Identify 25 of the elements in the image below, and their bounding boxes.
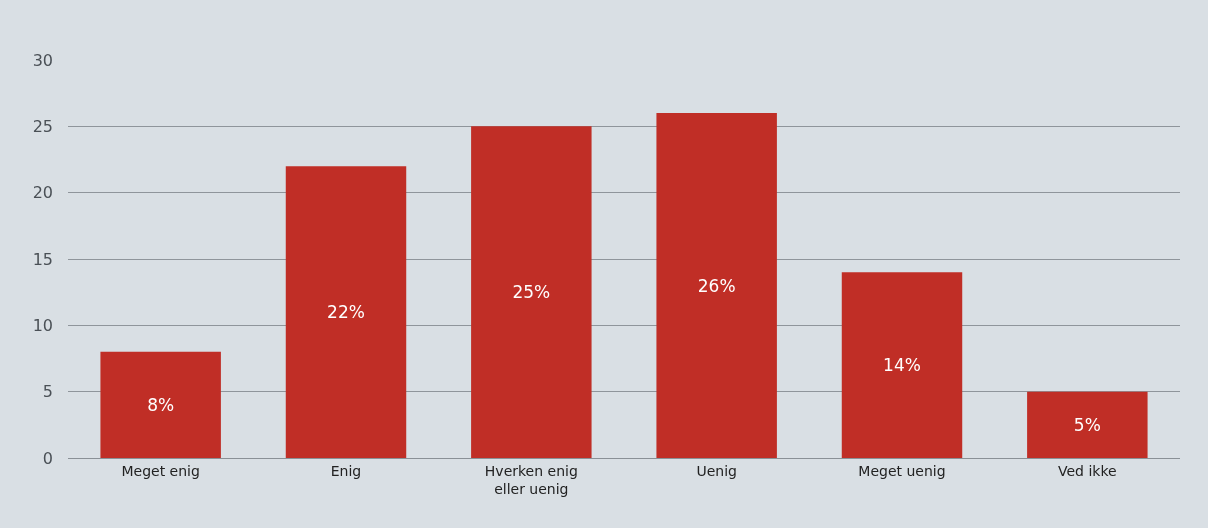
y-tick-label: 25: [32, 116, 53, 136]
bar: [100, 351, 221, 458]
bar: [841, 272, 963, 458]
data-label: 25%: [512, 282, 551, 303]
data-label: 22%: [327, 302, 365, 323]
bar: [471, 126, 592, 458]
data-label: 26%: [697, 275, 736, 296]
x-tick-label: Ved ikke: [1057, 462, 1117, 479]
bar: [656, 113, 777, 458]
x-tick-label: Enig: [330, 462, 362, 479]
bar: [1027, 391, 1148, 458]
y-tick-label: 15: [32, 249, 53, 269]
y-tick-label: 5: [42, 382, 53, 402]
y-tick-label: 10: [32, 315, 53, 335]
y-tick-label: 30: [32, 50, 53, 70]
x-tick-label: Meget uenig: [858, 462, 946, 479]
x-tick-label: Meget enig: [121, 462, 200, 479]
bar: [285, 166, 407, 458]
data-label: 5%: [1073, 414, 1101, 435]
x-tick-label: Uenig: [696, 462, 737, 479]
y-tick-label: 20: [32, 183, 53, 203]
data-label: 8%: [147, 394, 175, 415]
data-label: 14%: [883, 355, 921, 376]
y-tick-label: 0: [42, 448, 53, 468]
x-tick-label: Hverken enig eller uenig: [484, 462, 578, 497]
